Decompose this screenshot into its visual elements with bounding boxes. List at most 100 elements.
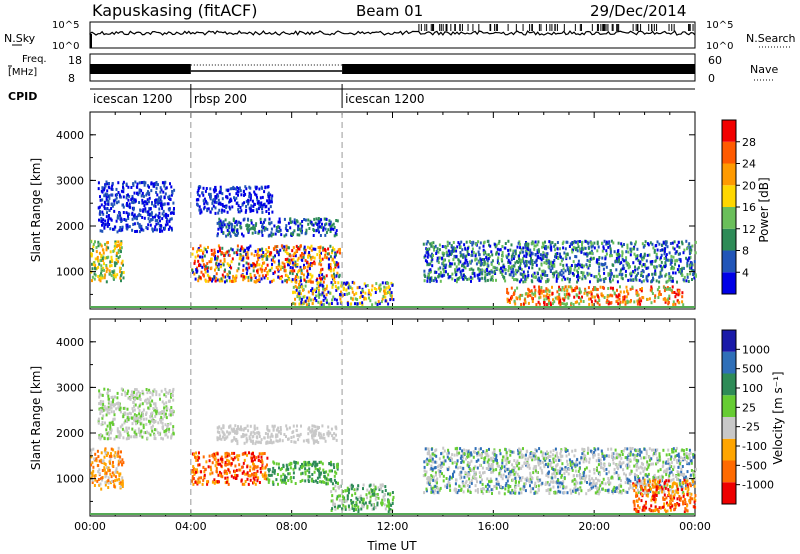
scatter-cell	[119, 229, 122, 233]
scatter-cell	[253, 190, 256, 194]
scatter-cell	[307, 252, 310, 256]
scatter-cell	[105, 245, 108, 249]
scatter-cell	[98, 251, 101, 255]
scatter-cell	[424, 254, 427, 258]
scatter-cell	[681, 291, 684, 295]
scatter-cell	[254, 223, 257, 227]
scatter-cell	[610, 254, 613, 258]
scatter-cell	[280, 277, 283, 280]
scatter-cell	[117, 191, 120, 194]
scatter-cell	[242, 256, 245, 260]
scatter-cell	[689, 264, 692, 268]
scatter-cell	[650, 280, 653, 284]
scatter-cell	[266, 440, 269, 444]
scatter-cell	[239, 427, 241, 431]
scatter-cell	[155, 200, 158, 204]
scatter-cell	[328, 265, 330, 269]
scatter-cell	[291, 269, 294, 273]
scatter-cell	[92, 469, 95, 473]
scatter-cell	[621, 267, 624, 271]
scatter-cell	[480, 260, 483, 264]
scatter-cell	[114, 395, 116, 399]
scatter-cell	[319, 281, 322, 285]
scatter-cell	[202, 259, 204, 263]
scatter-cell	[594, 288, 597, 291]
scatter-cell	[650, 262, 653, 266]
scatter-cell	[390, 297, 393, 301]
scatter-cell	[99, 274, 101, 278]
scatter-cell	[550, 262, 552, 266]
scatter-cell	[308, 460, 311, 464]
scatter-cell	[316, 476, 319, 480]
scatter-cell	[98, 392, 101, 396]
scatter-cell	[474, 257, 477, 261]
scatter-cell	[438, 256, 441, 260]
scatter-cell	[249, 186, 252, 190]
scatter-cell	[672, 255, 675, 259]
scatter-cell	[147, 406, 150, 410]
scatter-cell	[466, 277, 469, 281]
scatter-cell	[291, 249, 294, 253]
scatter-cell	[639, 302, 642, 306]
scatter-cell	[256, 198, 259, 202]
scatter-cell	[681, 267, 683, 271]
scatter-cell	[169, 422, 172, 426]
scatter-cell	[236, 248, 239, 252]
scatter-cell	[100, 255, 103, 259]
scatter-cell	[561, 302, 564, 305]
scatter-cell	[262, 474, 265, 478]
scatter-cell	[660, 253, 663, 257]
scatter-cell	[172, 398, 175, 402]
scatter-cell	[272, 232, 275, 236]
scatter-cell	[230, 260, 233, 264]
scatter-cell	[478, 278, 481, 282]
scatter-cell	[565, 252, 568, 256]
scatter-cell	[257, 458, 260, 462]
scatter-cell	[158, 215, 161, 219]
scatter-cell	[686, 261, 689, 265]
scatter-cell	[133, 191, 136, 195]
scatter-cell	[258, 263, 261, 267]
scatter-cell	[136, 217, 138, 221]
scatter-cell	[553, 244, 556, 248]
scatter-cell	[308, 279, 311, 283]
scatter-cell	[217, 198, 220, 202]
scatter-cell	[624, 269, 627, 273]
freq-label-top: Freq.	[22, 54, 47, 65]
scatter-cell	[573, 295, 576, 299]
scatter-cell	[167, 399, 170, 403]
scatter-cell	[551, 302, 554, 306]
scatter-cell	[246, 477, 249, 481]
scatter-cell	[542, 294, 545, 298]
scatter-cell	[574, 248, 577, 252]
scatter-cell	[96, 449, 99, 453]
scatter-cell	[219, 191, 222, 195]
scatter-cell	[159, 186, 162, 190]
scatter-cell	[119, 195, 122, 199]
scatter-cell	[694, 240, 697, 244]
scatter-cell	[159, 202, 162, 206]
scatter-cell	[137, 427, 140, 431]
scatter-cell	[621, 277, 624, 281]
scatter-cell	[623, 266, 626, 270]
scatter-cell	[263, 473, 266, 477]
scatter-cell	[101, 406, 104, 410]
scatter-cell	[553, 264, 556, 268]
scatter-cell	[691, 278, 693, 281]
scatter-cell	[142, 414, 145, 418]
scatter-cell	[314, 221, 317, 225]
scatter-cell	[323, 247, 326, 251]
scatter-cell	[144, 209, 147, 213]
scatter-cell	[384, 281, 387, 285]
scatter-cell	[121, 479, 124, 483]
nsky-tick-top: 10^5	[52, 20, 79, 31]
scatter-cell	[649, 288, 652, 292]
scatter-cell	[524, 264, 527, 268]
scatter-cell	[247, 262, 250, 266]
scatter-cell	[629, 278, 632, 282]
scatter-cell	[110, 410, 113, 414]
scatter-cell	[636, 254, 639, 258]
scatter-cell	[125, 194, 128, 197]
scatter-cell	[153, 402, 155, 406]
scatter-cell	[111, 270, 114, 274]
